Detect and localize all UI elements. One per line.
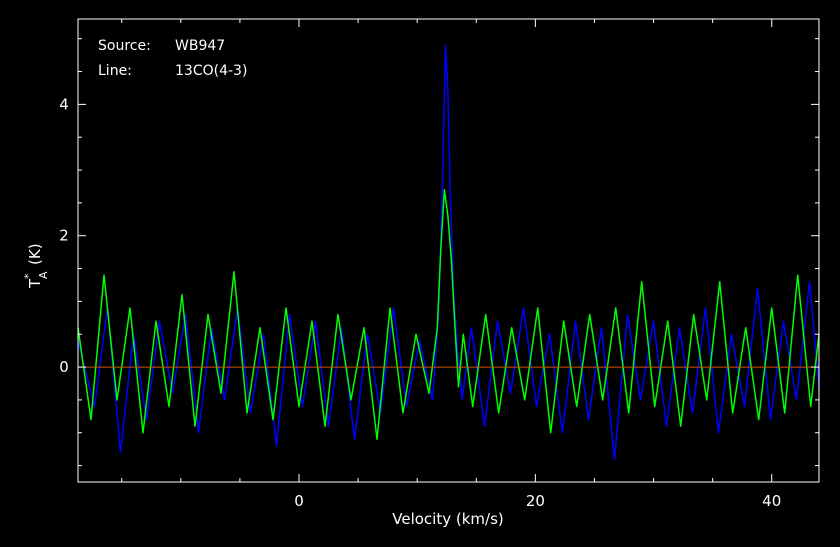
y-axis-label-unit: (K) [26,243,44,265]
tick-label-layer: 0 20 40 0 2 4 [59,95,781,510]
series-layer [77,44,820,460]
tick-layer [78,19,819,482]
y-axis-label-sup: * [22,273,35,279]
source-value: WB947 [175,38,225,54]
plot-frame [77,18,820,483]
x-tick-label: 0 [294,492,304,510]
x-tick-label: 40 [762,492,781,510]
y-tick-label: 2 [59,227,69,245]
series-line-0 [77,44,820,460]
series-line-1 [77,189,820,441]
x-tick-label: 20 [526,492,545,510]
y-axis-label-sub: A [37,271,50,279]
y-axis-label-main: T [26,278,44,289]
x-axis-label: Velocity (km/s) [392,510,503,528]
line-value: 13CO(4-3) [175,63,247,79]
line-label: Line: [98,63,132,79]
y-tick-label: 4 [59,95,69,113]
y-tick-label: 0 [59,358,69,376]
source-label: Source: [98,38,151,54]
y-axis-label: T * A (K) [22,243,50,289]
